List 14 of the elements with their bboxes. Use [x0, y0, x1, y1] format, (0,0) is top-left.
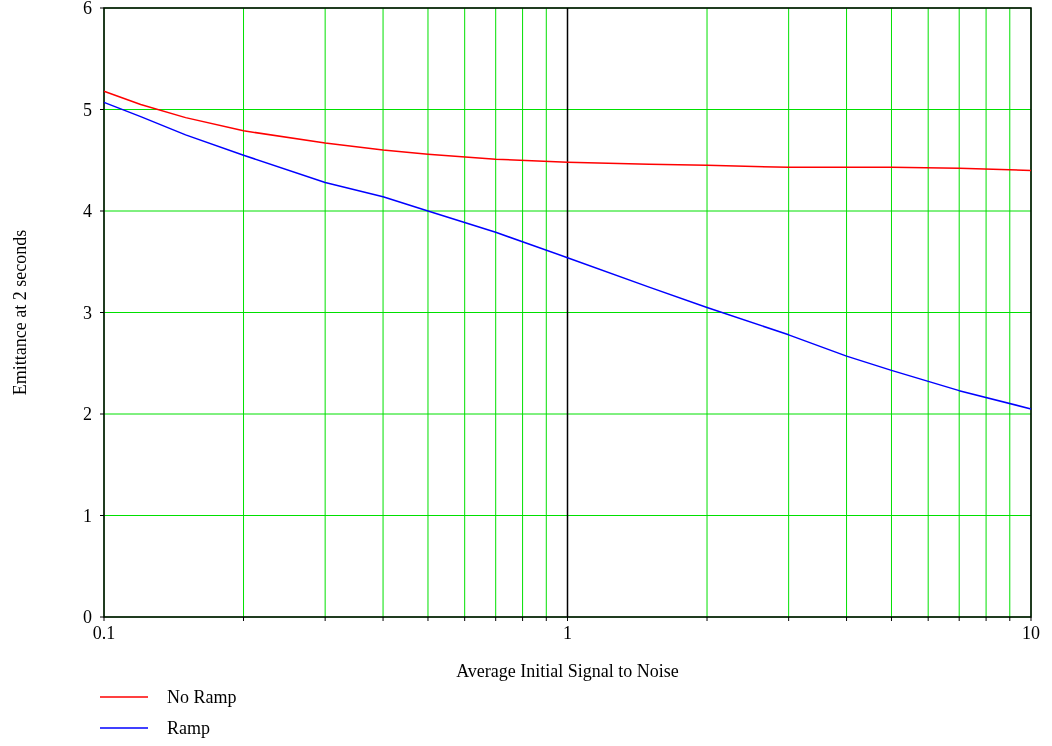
y-axis-title: Emittance at 2 seconds — [10, 229, 30, 396]
y-tick-label: 2 — [83, 404, 92, 424]
y-tick-label: 6 — [83, 0, 92, 18]
y-tick-label: 4 — [83, 201, 92, 221]
x-axis-title: Average Initial Signal to Noise — [456, 661, 679, 681]
y-tick-label: 1 — [83, 505, 92, 526]
x-tick-label: 1 — [563, 623, 572, 643]
legend-label: Ramp — [167, 718, 210, 738]
y-tick-label: 0 — [83, 607, 92, 627]
y-tick-label: 3 — [83, 302, 92, 323]
legend-label: No Ramp — [167, 687, 237, 707]
x-tick-label: 10 — [1022, 623, 1040, 643]
x-tick-label: 0.1 — [92, 623, 116, 643]
y-tick-label: 5 — [83, 99, 92, 120]
